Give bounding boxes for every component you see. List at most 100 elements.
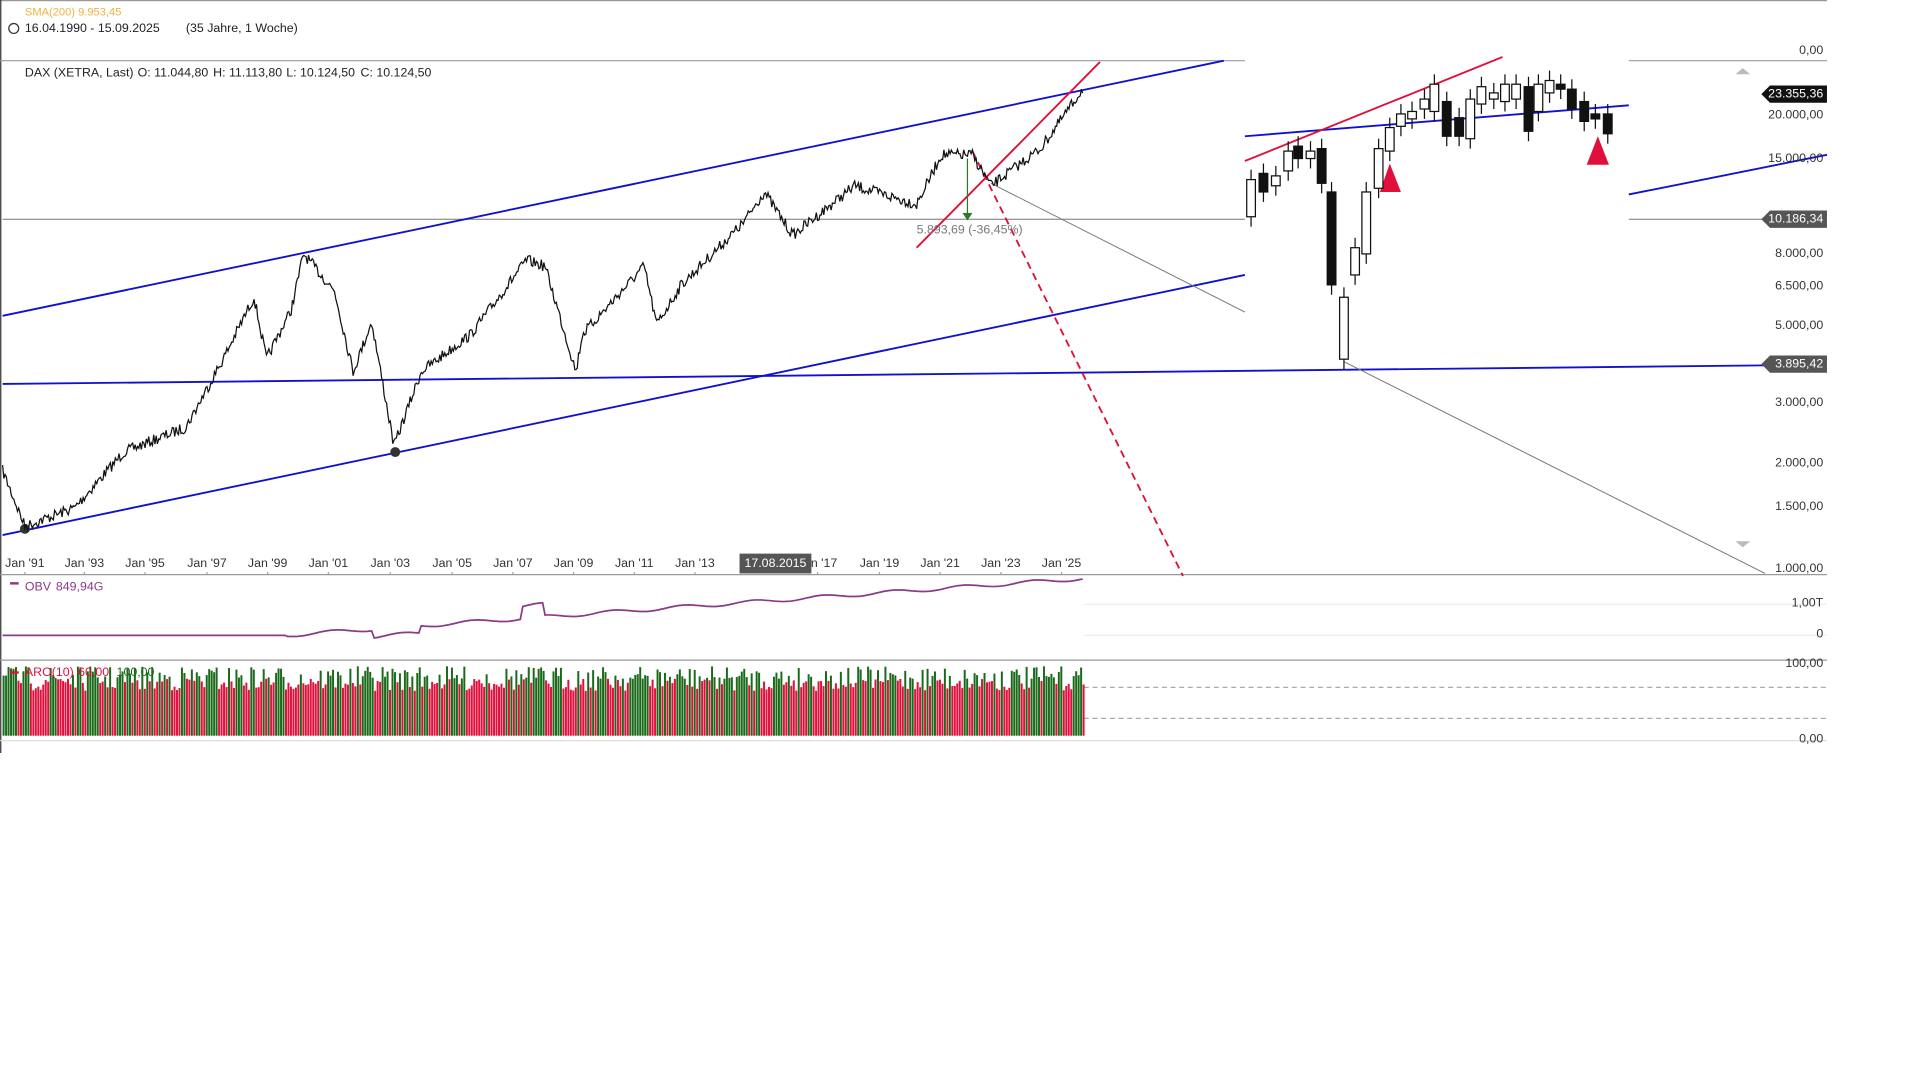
time-axis-label: Jan '03: [371, 556, 411, 570]
aroon-bar: [587, 672, 590, 736]
aroon-bar: [527, 667, 530, 736]
aroon-bar: [237, 677, 240, 736]
aroon-bar: [663, 672, 666, 736]
aroon-bar: [121, 671, 124, 736]
aroon-bar: [869, 669, 872, 736]
time-axis-label: Jan '93: [65, 556, 105, 570]
aroon-bar: [163, 675, 166, 736]
aroon-bar: [644, 675, 647, 736]
aroon-bar: [123, 682, 126, 736]
aroon-bar: [911, 678, 914, 736]
aroon-bar: [651, 679, 654, 736]
aroon-bar: [718, 677, 721, 736]
price-axis-label: 1.500,00: [1775, 499, 1823, 513]
aroon-bar: [260, 681, 263, 736]
candle-body: [1602, 113, 1613, 135]
aroon-bar: [74, 687, 77, 736]
aroon-bar: [691, 686, 694, 736]
aroon-bar: [294, 687, 297, 736]
aroon-bar: [537, 668, 540, 736]
aroon-bar: [228, 668, 231, 736]
price-line: [1, 88, 1084, 532]
aroon-bar: [693, 669, 696, 736]
aroon-bar: [59, 679, 62, 736]
aroon-bar: [649, 686, 652, 736]
aroon-bar: [1025, 666, 1028, 736]
aroon-bar: [272, 682, 275, 736]
aroon-bar: [852, 687, 855, 736]
time-axis-label: Jan '07: [493, 556, 533, 570]
aroon-bar: [19, 683, 22, 736]
candle-body: [1429, 83, 1440, 113]
time-axis-label: Jan '23: [981, 556, 1021, 570]
aroon-bar: [807, 674, 810, 736]
aroon-bar: [1000, 671, 1003, 736]
time-axis-label: Jan '25: [1042, 556, 1082, 570]
aroon-bar: [611, 687, 614, 736]
annotation: 5.893,69 (-36,45%): [917, 223, 1023, 237]
aroon-bar: [195, 672, 198, 736]
ohlc-high: H: 11.113,80: [213, 65, 282, 79]
aroon-bar: [431, 681, 434, 736]
aroon-bar: [782, 684, 785, 736]
aroon-bar: [810, 676, 813, 736]
aroon-bar: [168, 676, 171, 736]
aroon-bar: [555, 667, 557, 736]
ohlc-close: C: 10.124,50: [361, 65, 432, 79]
aroon-bar: [200, 681, 203, 736]
aroon-bar: [62, 681, 65, 736]
aroon-bar: [416, 673, 419, 736]
drawings: [2, 56, 1828, 577]
price-axis-label: 5.000,00: [1775, 318, 1823, 332]
aroon-bar: [919, 687, 922, 736]
aroon-bar: [904, 670, 907, 736]
aroon-bar: [47, 681, 50, 736]
price-axis-label: 20.000,00: [1768, 107, 1823, 121]
aroon-bar: [312, 682, 315, 736]
aroon-bar: [478, 679, 481, 736]
aroon-bar: [946, 688, 949, 736]
aroon-bar: [463, 666, 466, 736]
candle-body: [1555, 83, 1566, 90]
candle-body: [1283, 150, 1294, 172]
aroon-bar: [916, 682, 919, 736]
aroon-bar: [455, 675, 458, 736]
aroon-bar: [401, 689, 404, 736]
aroon-bar: [208, 669, 211, 736]
aroon-bar: [844, 686, 847, 736]
aroon-bar: [411, 676, 414, 736]
aroon-bar: [287, 682, 290, 736]
aroon-bar: [5, 675, 8, 736]
aroon-bar: [951, 686, 954, 736]
price-badge: 3.895,42: [1775, 356, 1823, 370]
aroon-bar: [1065, 685, 1068, 736]
aroon-bar: [49, 667, 52, 736]
aroon-bar: [32, 690, 35, 736]
aroon-bar: [963, 669, 966, 736]
candle-body: [1395, 113, 1406, 127]
aroon-bar: [988, 681, 991, 736]
aroon-bar: [446, 666, 448, 736]
aroon-bar: [1072, 676, 1075, 736]
aroon-bar: [849, 683, 852, 736]
aroon-bar: [1075, 671, 1078, 736]
aroon-bar: [906, 688, 909, 736]
aroon-bar: [488, 683, 491, 736]
aroon-bar: [289, 686, 292, 736]
aroon-bar: [270, 684, 273, 736]
candle-body: [1361, 191, 1372, 255]
aroon-bar: [805, 681, 808, 736]
time-axis-label: Jan '19: [860, 556, 900, 570]
aroon-bar: [820, 681, 823, 736]
aroon-bar: [146, 672, 149, 736]
aroon-bar: [986, 682, 988, 736]
aroon-bar: [1023, 689, 1026, 736]
aroon-bar: [223, 682, 226, 736]
ohlc-low: L: 10.124,50: [286, 65, 355, 79]
aroon-bar: [403, 670, 406, 736]
time-axis-label: Jan '21: [920, 556, 960, 570]
aroon-bar: [119, 674, 122, 736]
aroon-bar: [936, 680, 939, 736]
aroon-bar: [114, 687, 117, 736]
aroon-bar: [203, 687, 206, 736]
